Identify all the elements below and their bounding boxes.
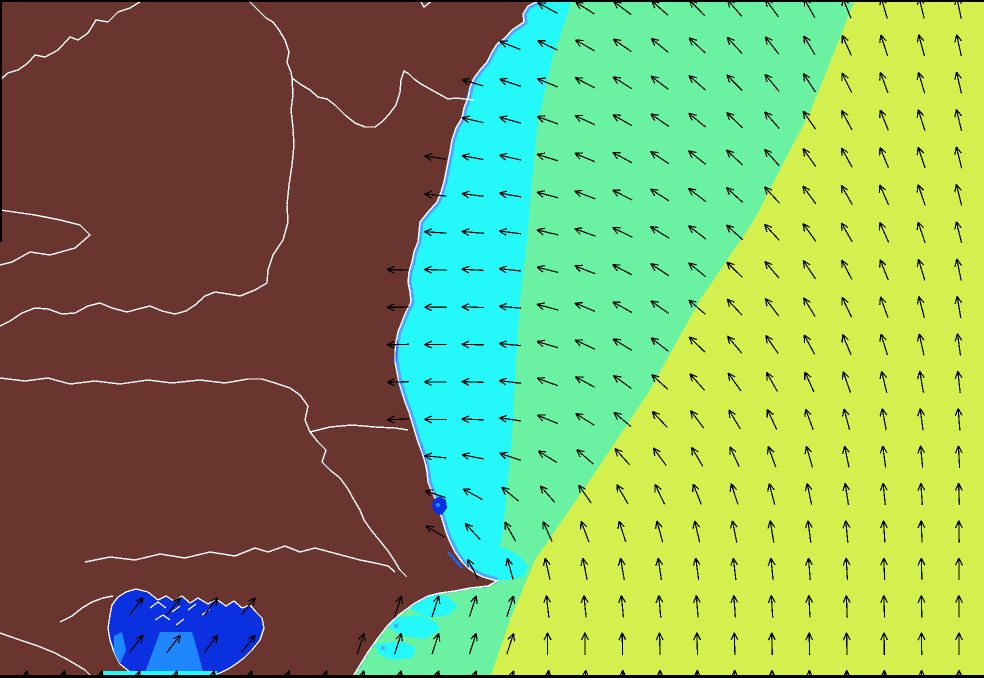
border-nw-diagonal [0, 0, 144, 81]
border-south-horizontal [0, 377, 408, 578]
prefecture-boundary-lines [0, 0, 475, 678]
border-west-mid [0, 209, 92, 266]
border-sagami-coast [0, 632, 94, 678]
inland-lake [432, 496, 447, 515]
border-spur-lake [309, 424, 409, 433]
border-north-vertical [0, 1, 295, 327]
tokyo-bay [103, 588, 265, 678]
border-east-spur [291, 69, 475, 128]
border-bottom-meander [84, 545, 396, 573]
border-bay-approach [59, 595, 114, 623]
wave-direction-arrow-field [21, 0, 963, 678]
land-layer [0, 0, 540, 678]
